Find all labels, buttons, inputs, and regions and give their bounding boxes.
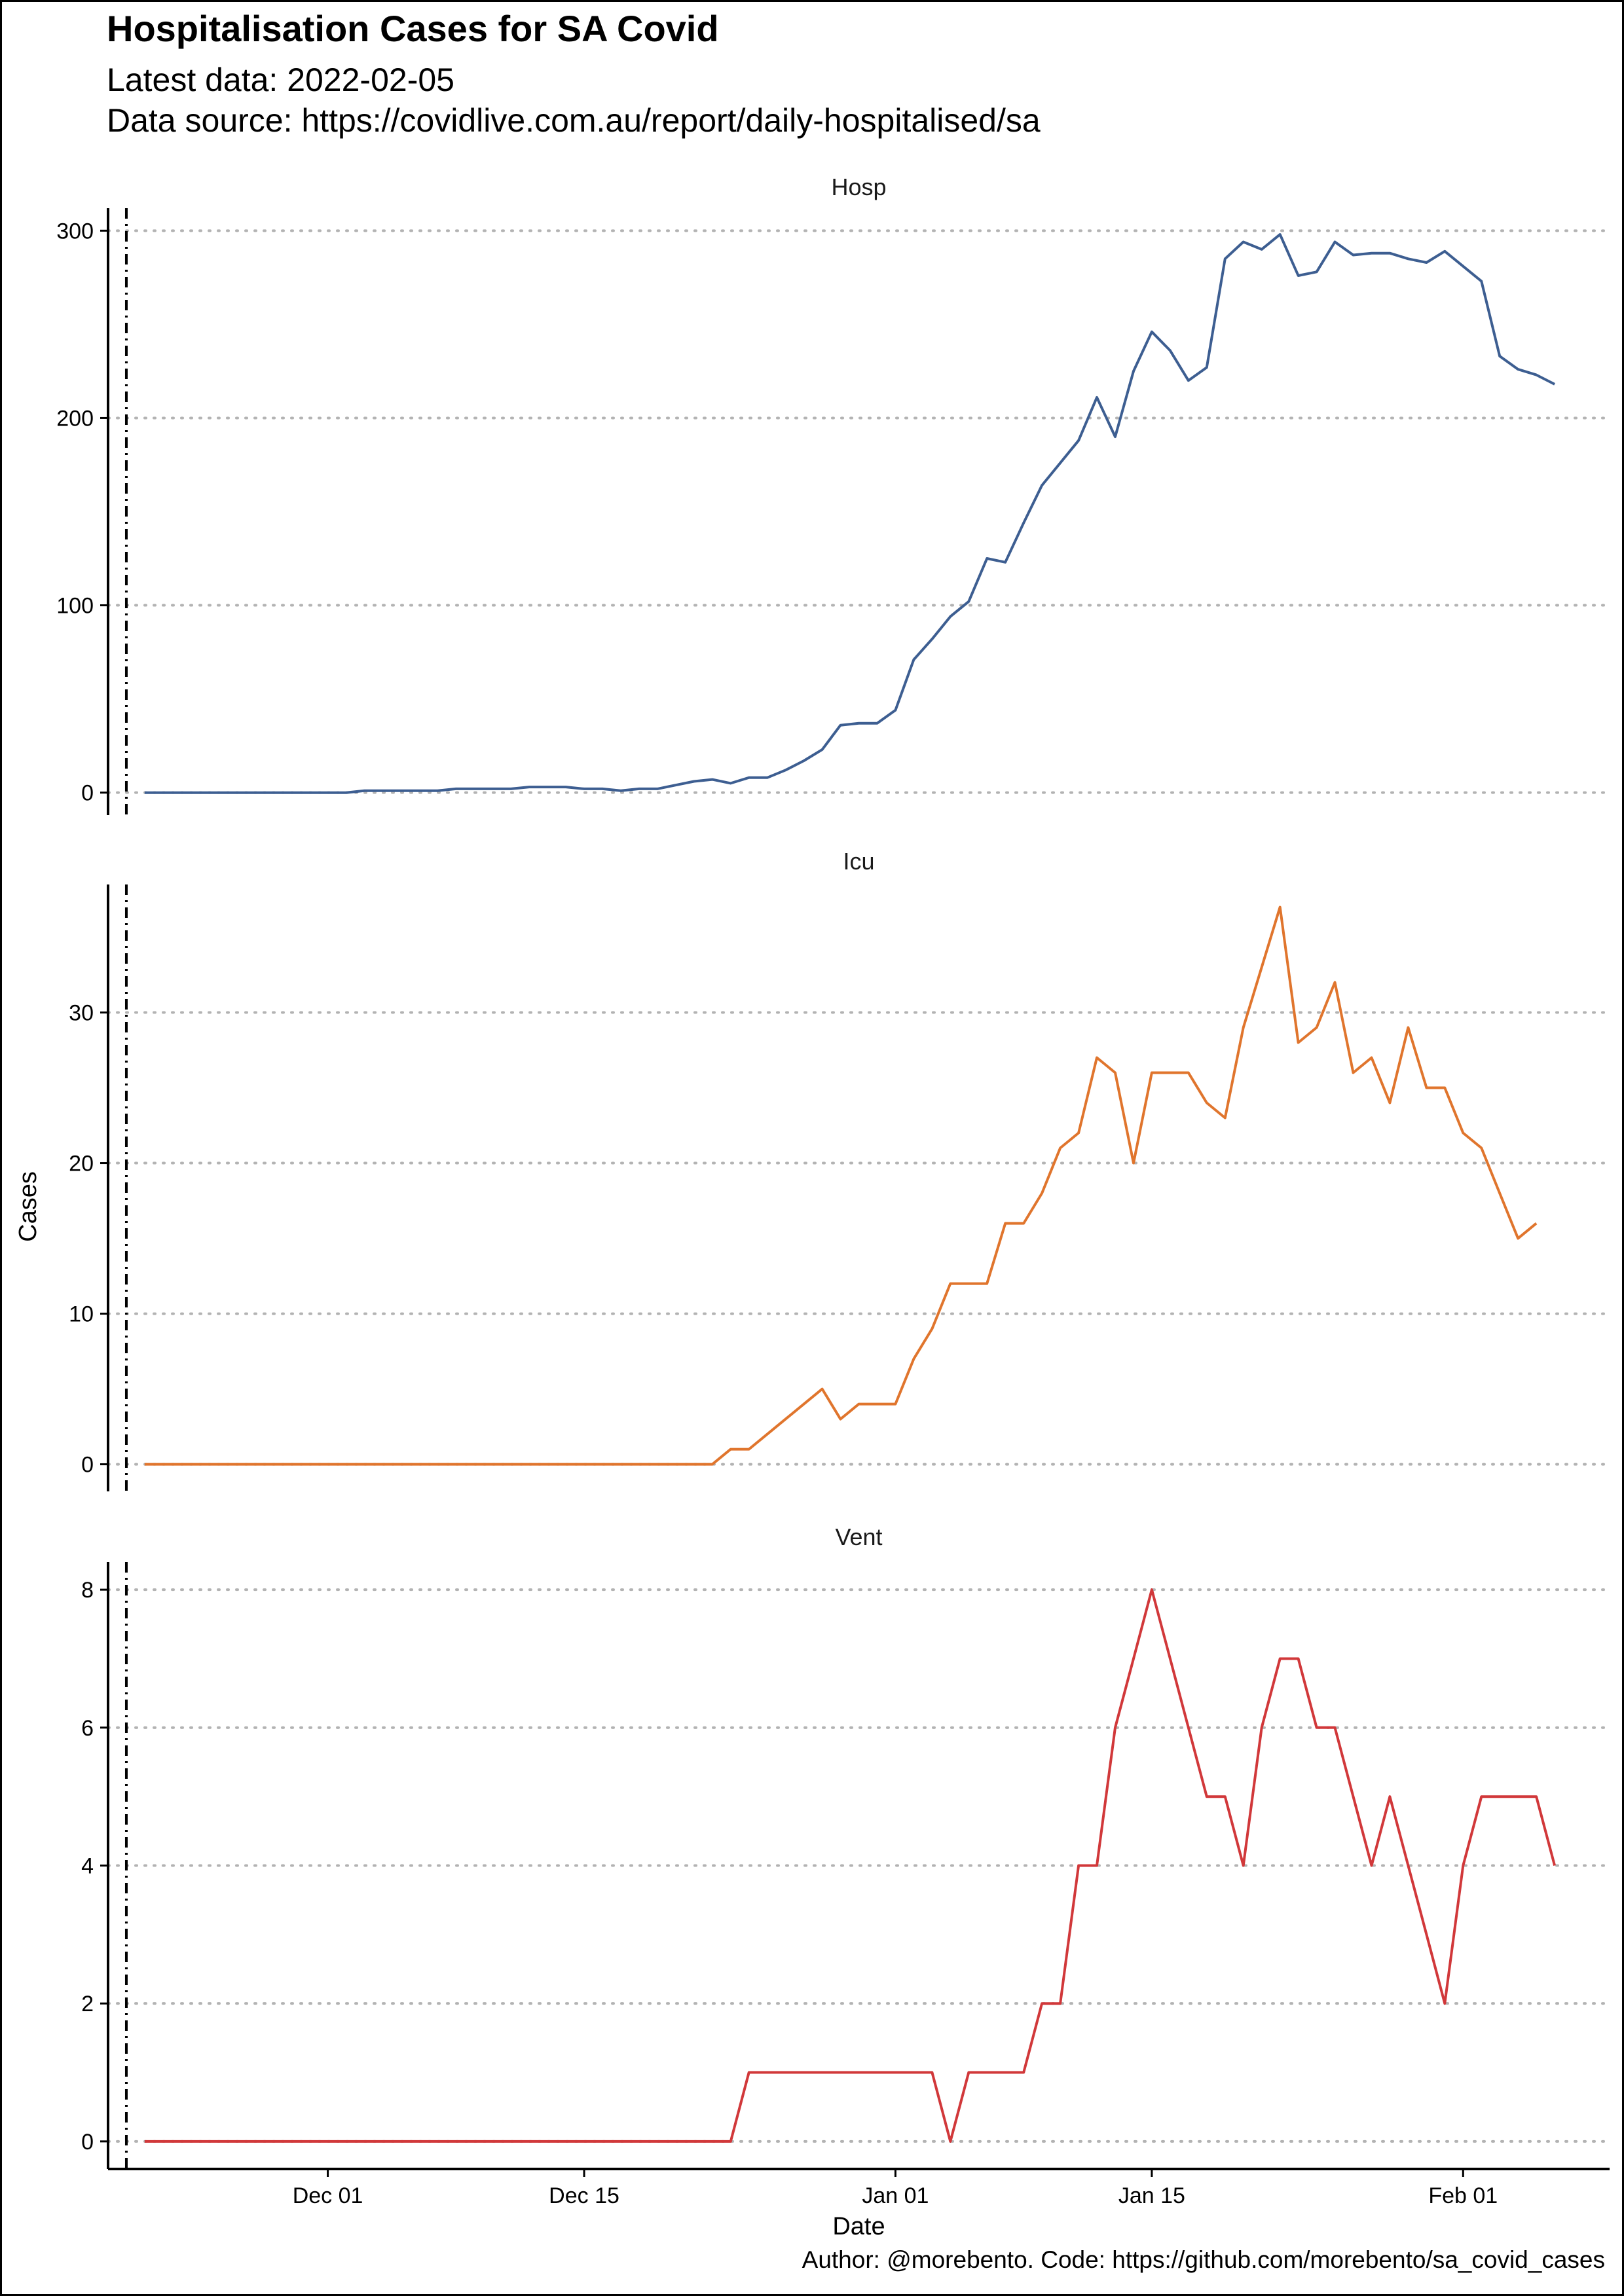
series-line-vent bbox=[144, 1588, 1557, 2143]
x-tick-label: Jan 15 bbox=[1118, 2183, 1185, 2208]
y-tick-label-vent: 0 bbox=[81, 2130, 94, 2155]
chart-subtitle-data-source: Data source: https://covidlive.com.au/re… bbox=[107, 102, 1041, 139]
series-line-icu bbox=[144, 905, 1538, 1466]
y-tick-label-hosp: 0 bbox=[81, 781, 94, 806]
y-tick-label-hosp: 100 bbox=[56, 594, 94, 619]
x-axis-title: Date bbox=[832, 2213, 885, 2240]
y-tick-label-vent: 6 bbox=[81, 1716, 94, 1741]
panel-strip-label-icu: Icu bbox=[843, 848, 874, 875]
y-tick-label-hosp: 300 bbox=[56, 219, 94, 244]
panel-strip-label-vent: Vent bbox=[835, 1523, 882, 1550]
y-tick-label-vent: 4 bbox=[81, 1854, 94, 1879]
x-tick-label: Jan 01 bbox=[862, 2183, 929, 2208]
y-axis-title: Cases bbox=[14, 1171, 42, 1242]
y-tick-label-icu: 20 bbox=[69, 1152, 94, 1176]
y-tick-label-hosp: 200 bbox=[56, 406, 94, 431]
panel-strip-label-hosp: Hosp bbox=[831, 173, 886, 200]
y-tick-label-icu: 0 bbox=[81, 1453, 94, 1478]
chart-title: Hospitalisation Cases for SA Covid bbox=[107, 8, 719, 49]
y-tick-label-vent: 2 bbox=[81, 1992, 94, 2016]
chart-caption: Author: @morebento. Code: https://github… bbox=[802, 2246, 1605, 2273]
series-line-hosp bbox=[144, 233, 1556, 794]
chart-subtitle-latest-data: Latest data: 2022-02-05 bbox=[107, 62, 454, 98]
y-tick-label-icu: 30 bbox=[69, 1001, 94, 1026]
x-tick-label: Dec 15 bbox=[549, 2183, 619, 2208]
y-tick-label-icu: 10 bbox=[69, 1302, 94, 1327]
x-tick-label: Feb 01 bbox=[1428, 2183, 1498, 2208]
y-tick-label-vent: 8 bbox=[81, 1578, 94, 1603]
x-tick-label: Dec 01 bbox=[293, 2183, 363, 2208]
